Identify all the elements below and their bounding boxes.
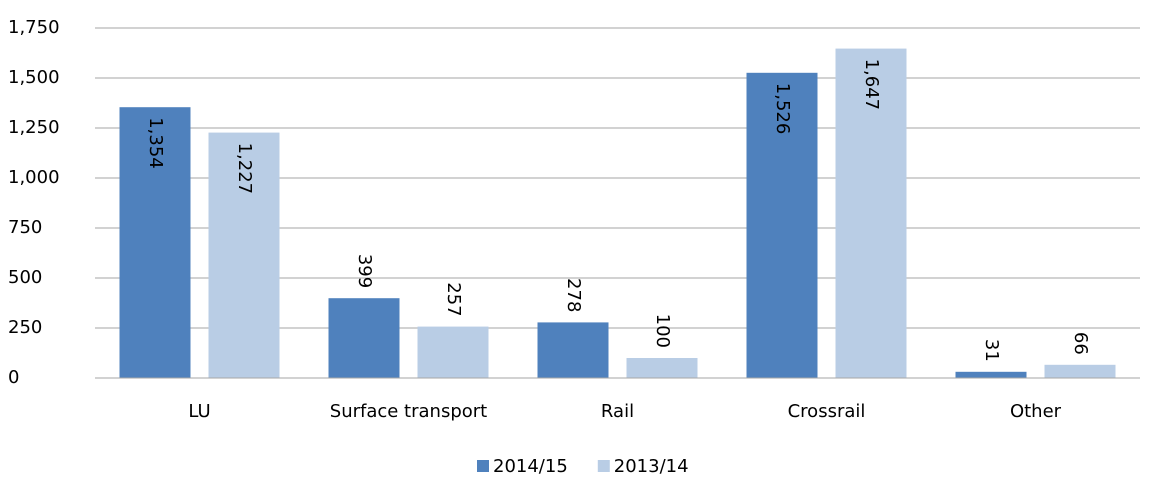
- y-tick-label: 1,250: [8, 117, 60, 138]
- x-tick-label: Crossrail: [788, 401, 866, 422]
- bar: [626, 358, 698, 378]
- y-tick-label: 1,750: [8, 17, 60, 38]
- bar: [746, 72, 818, 379]
- data-label: 1,647: [861, 59, 882, 111]
- y-tick-label: 500: [8, 267, 42, 288]
- bar: [417, 326, 489, 378]
- bar: [1044, 364, 1116, 378]
- bar: [119, 107, 191, 378]
- y-tick-label: 1,500: [8, 67, 60, 88]
- data-label: 257: [443, 282, 464, 316]
- y-tick-label: 0: [8, 367, 19, 388]
- bar: [955, 371, 1027, 378]
- legend-label: 2013/14: [614, 456, 689, 477]
- data-label: 100: [652, 314, 673, 348]
- data-label: 1,526: [772, 83, 793, 135]
- bar: [537, 322, 609, 378]
- y-tick-label: 250: [8, 317, 42, 338]
- x-tick-label: LU: [188, 401, 210, 422]
- legend-label: 2014/15: [493, 456, 568, 477]
- data-label: 31: [981, 339, 1002, 362]
- data-label: 1,354: [145, 117, 166, 169]
- legend-swatch: [477, 460, 489, 472]
- bar: [328, 298, 400, 378]
- x-tick-label: Surface transport: [330, 401, 487, 422]
- x-tick-label: Rail: [601, 401, 634, 422]
- data-label: 66: [1070, 332, 1091, 355]
- legend-swatch: [597, 460, 610, 472]
- bar: [208, 132, 280, 378]
- data-label: 278: [563, 278, 584, 312]
- data-label: 399: [354, 254, 375, 288]
- bar: [835, 48, 907, 378]
- y-tick-label: 750: [8, 217, 42, 238]
- data-label: 1,227: [234, 143, 255, 195]
- y-tick-label: 1,000: [8, 167, 60, 188]
- x-tick-label: Other: [1010, 401, 1062, 422]
